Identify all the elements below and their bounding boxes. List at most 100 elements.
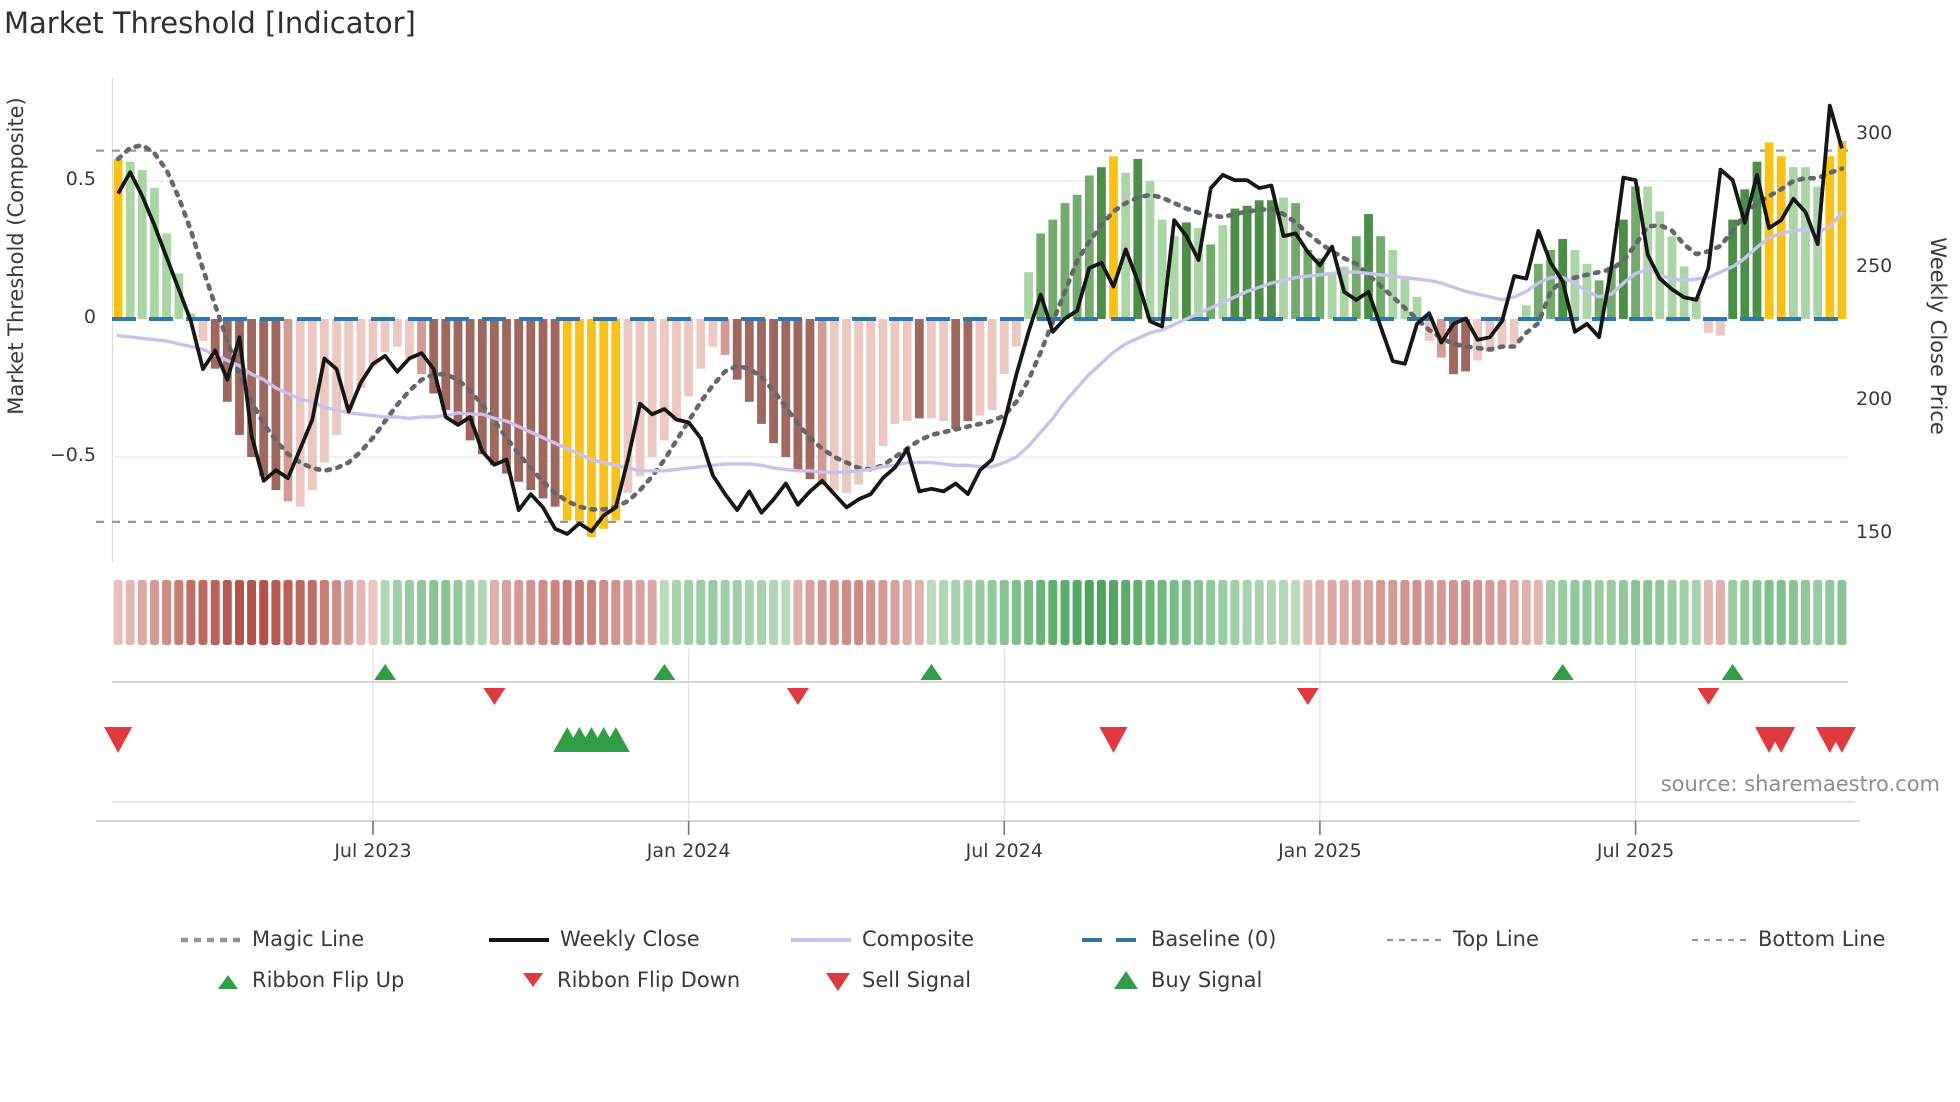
ribbon-cell	[1181, 580, 1191, 645]
threshold-bar	[380, 319, 390, 353]
threshold-bar	[611, 319, 621, 521]
threshold-bar	[999, 319, 1009, 375]
ribbon-cell	[817, 580, 827, 645]
ribbon-cell	[1096, 580, 1106, 645]
ribbon-cell	[125, 580, 135, 645]
ribbon-cell	[1376, 580, 1386, 645]
threshold-bar	[307, 319, 317, 491]
legend-label: Ribbon Flip Down	[557, 968, 741, 992]
left-axis-tick-label: 0.5	[65, 168, 96, 190]
threshold-bar	[1619, 219, 1628, 319]
threshold-bar	[1534, 263, 1543, 319]
legend-sample-solid-lavender	[789, 929, 853, 955]
threshold-bar	[575, 319, 584, 521]
ribbon-cell	[514, 580, 524, 645]
threshold-bar	[1679, 266, 1689, 319]
threshold-bar	[344, 319, 354, 411]
ribbon-cell	[271, 580, 281, 645]
threshold-bar	[963, 319, 973, 422]
ribbon-flip-down-marker	[1697, 688, 1720, 705]
ribbon-cell	[987, 580, 997, 645]
threshold-bar	[1145, 181, 1155, 319]
threshold-bar	[1813, 186, 1823, 319]
ribbon-cell	[344, 580, 354, 645]
buy-signal-marker	[601, 727, 630, 752]
ribbon-cell	[1400, 580, 1410, 645]
legend-label: Bottom Line	[1758, 927, 1886, 951]
threshold-bar	[1315, 258, 1325, 319]
ribbon-cell	[1558, 580, 1568, 645]
ribbon-flip-up-marker	[1551, 664, 1574, 680]
ribbon-cell	[1606, 580, 1616, 645]
threshold-bar	[1752, 161, 1762, 319]
ribbon-cell	[1036, 580, 1046, 645]
threshold-bar	[757, 319, 766, 424]
ribbon-cell	[1740, 580, 1750, 645]
ribbon-cell	[1679, 580, 1689, 645]
threshold-bar	[769, 319, 778, 444]
threshold-bar	[332, 319, 341, 435]
threshold-bar	[235, 319, 244, 435]
threshold-bar	[696, 319, 706, 369]
threshold-bar	[975, 319, 985, 416]
ribbon-cell	[720, 580, 730, 645]
threshold-bar	[1400, 277, 1410, 319]
ribbon-cell	[307, 580, 317, 645]
threshold-bar	[1254, 200, 1264, 319]
ribbon-cell	[1473, 580, 1483, 645]
threshold-bar	[1109, 156, 1118, 319]
ribbon-cell	[1412, 580, 1422, 645]
threshold-bar	[1364, 214, 1373, 319]
legend-sample-dotted-gray	[179, 929, 243, 955]
threshold-bar	[137, 170, 147, 319]
ribbon-cell	[1424, 580, 1434, 645]
legend-label: Top Line	[1453, 927, 1539, 951]
legend-sample-tri-up	[196, 970, 260, 996]
legend-label: Magic Line	[252, 927, 365, 951]
threshold-bar	[866, 319, 876, 471]
threshold-bar	[1024, 272, 1033, 319]
threshold-bar	[150, 187, 159, 319]
ribbon-cell	[453, 580, 463, 645]
threshold-bar	[1497, 319, 1507, 347]
ribbon-cell	[368, 580, 378, 645]
threshold-bar	[951, 319, 961, 430]
ribbon-cell	[611, 580, 621, 645]
threshold-bar	[890, 319, 900, 424]
threshold-bar	[453, 319, 463, 424]
threshold-bar	[417, 319, 426, 375]
legend-label: Buy Signal	[1151, 968, 1263, 992]
ribbon-cell	[1728, 580, 1738, 645]
threshold-bar	[1327, 272, 1337, 319]
threshold-bar	[1728, 219, 1738, 319]
threshold-bar	[356, 319, 366, 388]
threshold-bar	[672, 319, 681, 422]
ribbon-cell	[1109, 580, 1118, 645]
ribbon-cell	[429, 580, 439, 645]
threshold-bar	[647, 319, 657, 457]
threshold-bar	[562, 319, 572, 521]
threshold-bar	[392, 319, 402, 347]
ribbon-cell	[356, 580, 366, 645]
threshold-bar	[1121, 172, 1131, 319]
ribbon-cell	[1388, 580, 1398, 645]
ribbon-cell	[1594, 580, 1604, 645]
ribbon-cell	[1242, 580, 1252, 645]
threshold-bar	[247, 319, 256, 457]
ribbon-cell	[975, 580, 985, 645]
x-axis-tick-label: Jul 2025	[1596, 840, 1675, 862]
ribbon-cell	[319, 580, 329, 645]
ribbon-cell	[1230, 580, 1240, 645]
threshold-bar	[587, 319, 596, 537]
ribbon-cell	[332, 580, 342, 645]
ribbon-cell	[1206, 580, 1216, 645]
ribbon-cell	[829, 580, 839, 645]
threshold-bar	[405, 319, 414, 358]
legend-sample-solid-black	[487, 929, 551, 955]
ribbon-cell	[1788, 580, 1798, 645]
threshold-bar	[1631, 186, 1640, 319]
threshold-bar	[732, 319, 742, 380]
threshold-bar	[429, 319, 439, 394]
threshold-bar	[174, 273, 184, 319]
ribbon-cell	[1218, 580, 1228, 645]
